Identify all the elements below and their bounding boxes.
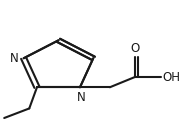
Text: O: O (130, 42, 139, 55)
Text: N: N (77, 91, 85, 104)
Text: OH: OH (163, 71, 181, 83)
Text: N: N (10, 52, 19, 65)
